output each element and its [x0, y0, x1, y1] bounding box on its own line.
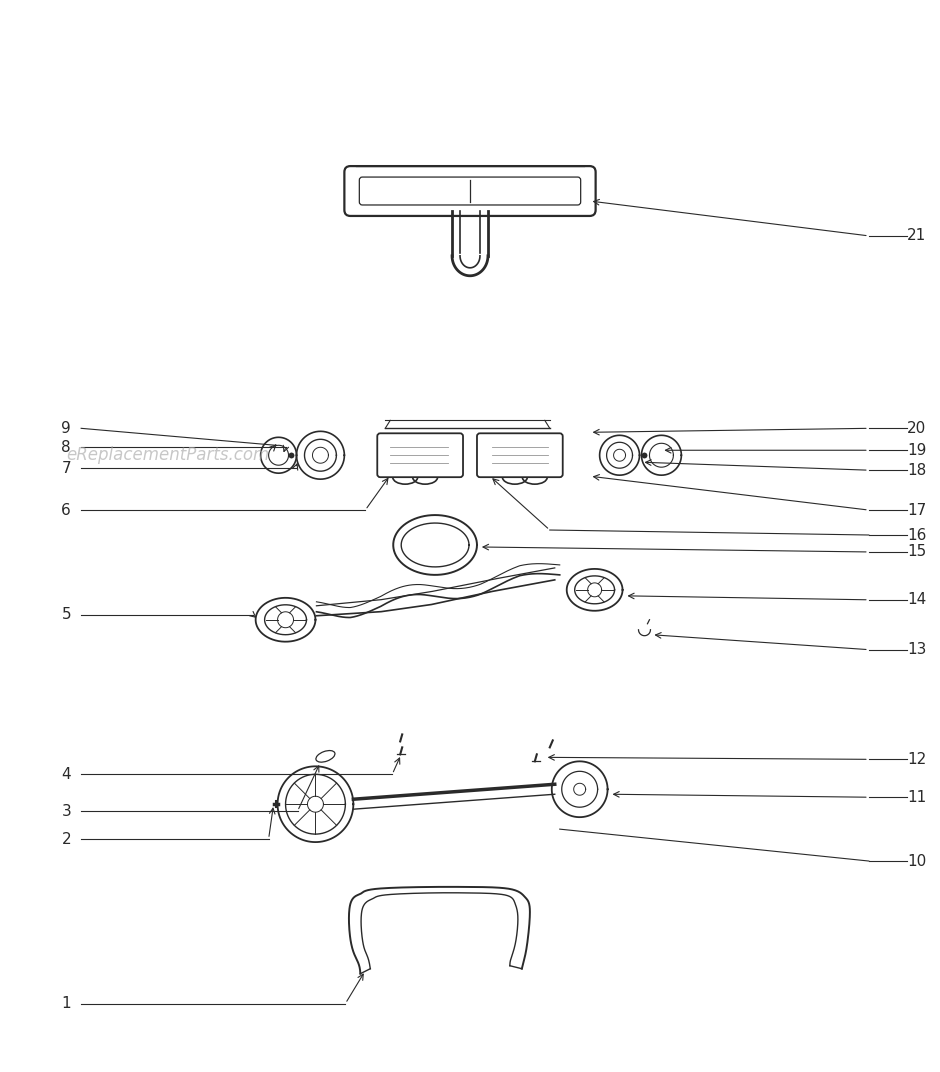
Text: 3: 3 [61, 804, 71, 819]
Text: 8: 8 [61, 440, 71, 455]
Text: 14: 14 [907, 593, 926, 608]
Text: 1: 1 [61, 996, 71, 1011]
Text: 16: 16 [907, 527, 926, 542]
Text: 21: 21 [907, 228, 926, 243]
Text: 4: 4 [61, 766, 71, 781]
Text: 13: 13 [907, 642, 926, 657]
Text: 18: 18 [907, 463, 926, 478]
Text: 7: 7 [61, 461, 71, 476]
Text: 10: 10 [907, 853, 926, 868]
Text: eReplacementParts.com: eReplacementParts.com [66, 446, 270, 464]
Text: 19: 19 [907, 443, 926, 458]
Text: 12: 12 [907, 751, 926, 766]
Text: 9: 9 [61, 421, 71, 436]
Text: 15: 15 [907, 545, 926, 560]
Text: 2: 2 [61, 832, 71, 847]
Text: 11: 11 [907, 790, 926, 805]
Text: 6: 6 [61, 503, 71, 518]
Text: 17: 17 [907, 503, 926, 518]
Text: 20: 20 [907, 421, 926, 436]
Text: 5: 5 [61, 607, 71, 622]
